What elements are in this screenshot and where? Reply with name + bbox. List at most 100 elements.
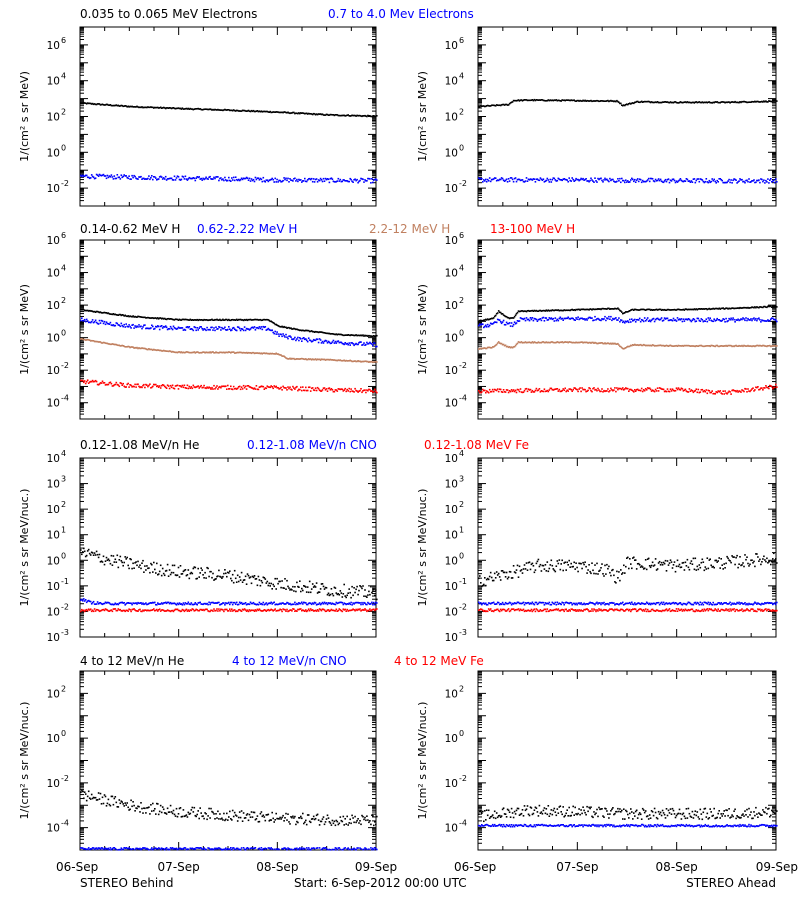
row2-behind-series-0-point bbox=[354, 334, 356, 337]
row3-behind-series-0-point bbox=[256, 584, 259, 587]
row2-behind-series-0-point bbox=[190, 319, 193, 321]
row2-behind-series-0-point bbox=[96, 310, 99, 313]
row1-ahead-series-0-point bbox=[747, 101, 749, 104]
row1-ahead-series-0-point bbox=[652, 101, 655, 104]
row1-ahead-series-0-point bbox=[740, 101, 742, 104]
row3-behind-series-0-point bbox=[311, 583, 314, 585]
row2-behind-series-3-point bbox=[260, 385, 263, 387]
row2-ahead-series-3-point bbox=[771, 385, 773, 388]
row2-behind-series-3-point bbox=[304, 389, 306, 392]
row1-ahead-series-1-point bbox=[648, 180, 651, 183]
row1-ahead-series-0-point bbox=[636, 100, 639, 103]
row1-behind-series-0-point bbox=[305, 112, 307, 115]
row2-behind-series-1-point bbox=[213, 327, 215, 329]
row1-ahead-series-0-point bbox=[625, 103, 627, 106]
row3-behind-series-0-point bbox=[266, 580, 269, 583]
row2-behind-series-2-point bbox=[111, 343, 114, 345]
row1-behind-series-1-point bbox=[87, 176, 90, 179]
row2-behind-series-1-point bbox=[250, 326, 253, 329]
row1-ahead-series-0-point bbox=[730, 101, 732, 103]
row2-ahead-series-2-point bbox=[542, 341, 545, 343]
row1-behind-series-0-point bbox=[362, 115, 364, 117]
row2-behind-series-1-point bbox=[199, 326, 201, 328]
row3-behind-y-axis-label: 1/(cm² s sr MeV/nuc.) bbox=[18, 489, 31, 607]
row2-ahead-series-1-point bbox=[761, 319, 763, 321]
row2-ahead-series-1-point bbox=[582, 318, 584, 320]
row1-behind-series-0-point bbox=[167, 107, 170, 109]
row2-ahead-series-2-point bbox=[521, 342, 524, 344]
row1-ahead-series-1-point bbox=[691, 181, 694, 183]
row1-behind-series-1-point bbox=[85, 174, 88, 177]
row2-ahead-series-3-point bbox=[585, 390, 587, 393]
row1-behind-series-0-point bbox=[334, 114, 337, 116]
row2-ahead-series-2-point bbox=[755, 345, 757, 347]
row2-ahead-series-0-point bbox=[723, 308, 725, 310]
row2-ahead-series-1-point bbox=[739, 319, 741, 321]
row2-ahead-series-2-point bbox=[598, 342, 600, 344]
row2-behind-series-3-point bbox=[96, 383, 99, 386]
row2-behind-series-1-point bbox=[168, 328, 171, 330]
row1-ahead-series-0-point bbox=[634, 101, 637, 103]
row2-ahead-series-2-point bbox=[765, 345, 767, 347]
row2-behind-series-3-point bbox=[271, 386, 273, 388]
row1-ahead-series-1-point bbox=[482, 181, 484, 183]
row1-behind-series-1-point bbox=[160, 176, 163, 178]
row2-ahead-series-0-point bbox=[757, 306, 759, 309]
row2-behind-series-2-point bbox=[349, 359, 351, 362]
row2-ahead-series-2-point bbox=[741, 344, 743, 347]
row2-behind-series-3-point bbox=[324, 389, 327, 391]
row2-behind-series-3-point bbox=[139, 386, 141, 389]
row2-ahead-series-3-point bbox=[550, 387, 553, 390]
row2-ahead-series-2-point bbox=[680, 345, 683, 347]
row2-ahead-series-0-point bbox=[740, 307, 742, 309]
row1-ahead-series-1-point bbox=[758, 179, 760, 181]
row2-behind-series-0-point bbox=[311, 330, 314, 333]
row2-behind-series-2-point bbox=[300, 358, 302, 360]
row1-ahead-series-0-point bbox=[674, 101, 677, 103]
row1-ahead-series-0-point bbox=[560, 100, 562, 102]
row2-behind-series-3-point bbox=[145, 383, 147, 386]
row1-behind-series-0-point bbox=[135, 106, 137, 108]
row2-ahead-series-3-point bbox=[689, 390, 692, 392]
row1-behind-series-1-point bbox=[282, 179, 284, 182]
row2-behind-series-2-point bbox=[356, 360, 358, 363]
row3-behind-series-0-point bbox=[246, 573, 249, 575]
row1-ahead-series-1-point bbox=[654, 178, 657, 181]
row2-behind-series-0-point bbox=[246, 319, 249, 322]
row2-ahead-series-0-point bbox=[701, 308, 704, 310]
row1-behind-series-0-point bbox=[177, 107, 180, 109]
row1-ahead-series-1-point bbox=[724, 181, 726, 184]
row1-ahead-series-0-point bbox=[607, 99, 609, 102]
row1-behind-series-1-point bbox=[268, 179, 271, 182]
row2-behind-series-2-point bbox=[225, 351, 227, 354]
row1-behind-series-0-point bbox=[231, 109, 233, 112]
row2-behind-series-1-point bbox=[215, 326, 217, 328]
row1-ahead-series-1-point bbox=[567, 180, 569, 183]
row2-ahead-series-1-point bbox=[763, 319, 765, 322]
row1-behind-series-1-point bbox=[82, 174, 84, 177]
row3-behind-series-0-point bbox=[214, 578, 216, 581]
row2-behind-series-0-point bbox=[306, 329, 309, 332]
row3-behind-series-0-point bbox=[257, 575, 260, 578]
row2-ahead-series-0-point bbox=[627, 311, 629, 313]
row2-ahead-series-0-point bbox=[561, 309, 563, 312]
row2-ahead-series-1-point bbox=[586, 319, 588, 321]
row2-behind-series-3-point bbox=[162, 384, 165, 387]
row3-behind-series-0-point bbox=[271, 588, 273, 590]
row2-behind-series-3-point bbox=[374, 388, 376, 391]
row2-ahead-series-2-point bbox=[543, 341, 546, 344]
row2-ahead-series-2-point bbox=[682, 345, 685, 347]
row2-behind-series-3-point bbox=[340, 388, 343, 390]
row2-behind-series-1-point bbox=[367, 343, 369, 345]
row2-ahead-series-2-point bbox=[698, 344, 701, 347]
row2-behind-series-0-point bbox=[310, 330, 313, 332]
row1-ahead-series-0-point bbox=[696, 101, 699, 104]
row3-behind-y-tick-label: 10 bbox=[47, 530, 60, 542]
row2-behind-series-2-point bbox=[369, 360, 371, 363]
row2-behind-series-1-point bbox=[123, 323, 125, 326]
row2-ahead-series-0-point bbox=[573, 309, 575, 311]
row2-behind-series-0-point bbox=[94, 311, 97, 313]
row1-ahead-series-1-point bbox=[722, 181, 724, 184]
row2-ahead-series-3-point bbox=[505, 389, 508, 391]
row1-behind-y-axis-label: 1/(cm² s sr MeV) bbox=[18, 71, 31, 162]
